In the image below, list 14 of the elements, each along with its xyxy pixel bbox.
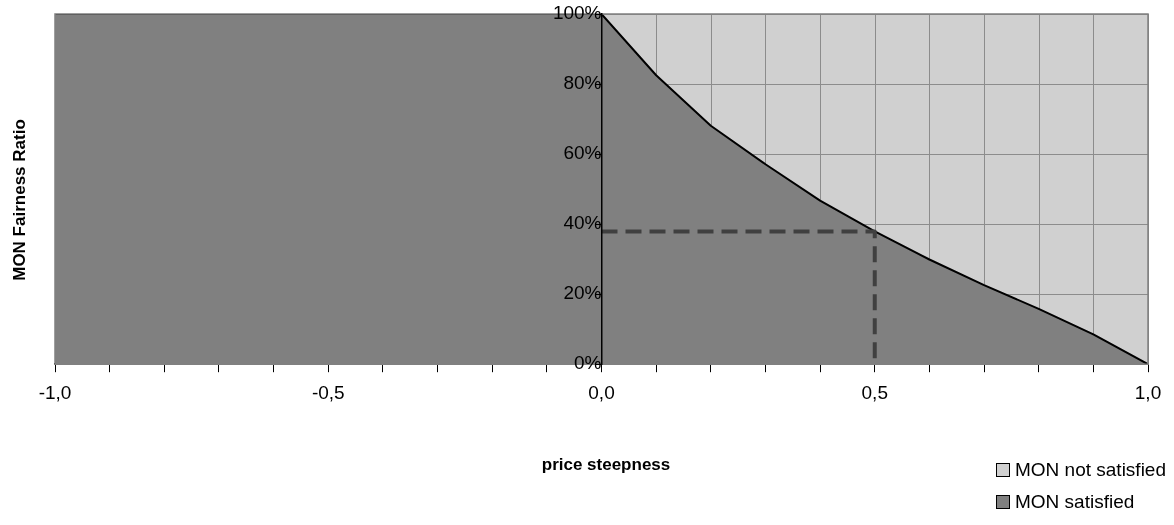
x-tick-label: -1,0 (38, 381, 72, 403)
legend-label: MON satisfied (1015, 491, 1135, 513)
y-tick-label: 20% (563, 282, 602, 304)
legend-label: MON not satisfied (1015, 459, 1166, 481)
x-axis-title: price steepness (541, 455, 671, 475)
y-tick-label: 80% (563, 72, 602, 94)
x-tick-label: 0,5 (861, 381, 888, 403)
x-tick-label: 1,0 (1134, 381, 1162, 403)
y-axis-title: MON Fairness Ratio (10, 119, 30, 281)
y-tick-label: 40% (563, 212, 602, 234)
x-tick-label: 0,0 (588, 381, 615, 403)
y-tick-label: 100% (552, 2, 602, 24)
x-tick-label: -0,5 (311, 381, 345, 403)
y-tick-label: 60% (563, 142, 602, 164)
